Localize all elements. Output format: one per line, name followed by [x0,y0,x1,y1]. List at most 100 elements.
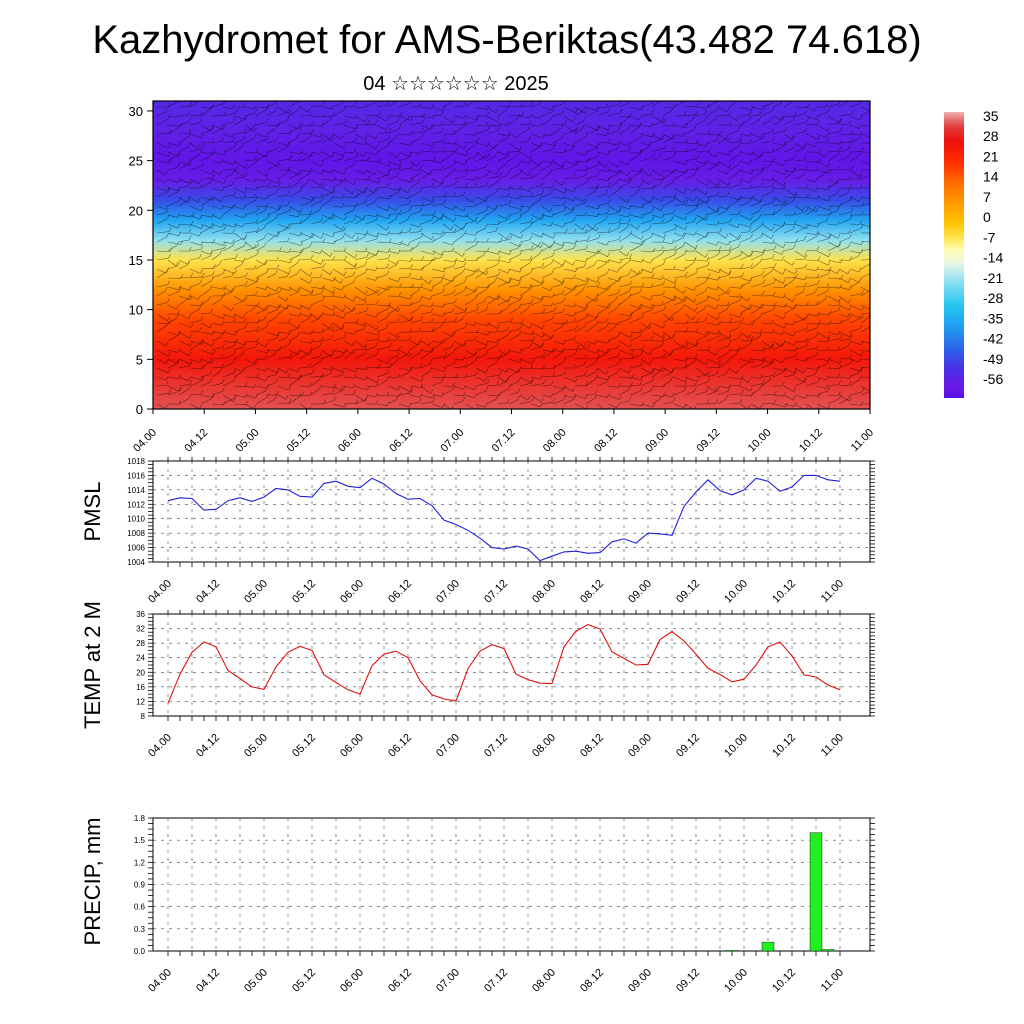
wind-barb [332,237,343,243]
wind-barb [420,160,434,162]
wind-barb-flag [627,114,630,120]
wind-barb [508,164,520,171]
wind-barb-flag [759,198,762,203]
wind-barb [332,109,345,117]
wind-barb-flag [770,176,774,182]
wind-barb-flag [266,393,270,398]
wind-barb-flag [748,178,752,184]
wind-barb [178,286,190,291]
wind-barb-flag [838,146,842,151]
wind-barb-flag [774,399,777,404]
wind-barb-flag [354,253,358,259]
wind-barb [354,142,365,145]
wind-barb-flag [806,184,809,189]
wind-barb [475,151,485,158]
wind-barb-flag [429,359,433,364]
wind-barb-flag [397,335,400,340]
wind-barb [519,340,533,342]
wind-barb-flag [451,332,454,337]
wind-barb-flag [587,157,590,162]
wind-barb [255,367,265,372]
wind-barb [640,187,654,190]
wind-barb [541,273,552,279]
wind-barb [838,101,848,108]
wind-barb [530,340,541,348]
wind-barb [596,290,607,297]
wind-barb-flag [464,160,468,166]
wind-barb-flag [290,258,293,263]
wind-barb-flag [441,392,444,397]
wind-barb [266,127,277,135]
wind-barb-flag [594,260,597,266]
wind-barb-flag [706,295,710,301]
wind-barb [387,339,398,342]
wind-barb [365,293,375,297]
wind-barb-flag [431,182,435,187]
wind-barb-flag [177,310,181,315]
wind-barb-flag [309,279,312,284]
wind-barb-flag [440,277,444,282]
wind-barb [750,283,764,288]
wind-barb [508,392,519,396]
wind-barb [288,378,300,387]
wind-barb [728,367,737,374]
wind-barb-flag [299,186,303,192]
wind-barb [585,111,597,117]
wind-barb-flag [307,178,310,183]
wind-barb-flag [168,389,171,394]
wind-barb [607,373,617,378]
wind-barb-flag [728,386,731,392]
wind-barb [244,294,256,297]
wind-barb-flag [620,245,624,250]
wind-barb [662,268,674,271]
wind-barb-flag [705,277,708,283]
wind-barb-flag [540,101,543,105]
wind-barb-flag [596,349,600,354]
wind-barb [508,133,518,139]
wind-barb [717,178,729,186]
wind-barb [816,173,826,180]
wind-barb [167,214,178,218]
wind-barb [233,119,245,126]
wind-barb [607,104,619,108]
wind-barb-flag [585,277,589,282]
wind-barb [387,232,401,235]
wind-barb [651,344,663,351]
wind-barb-flag [311,369,315,374]
wind-barb [277,331,290,334]
wind-barb-flag [805,325,809,330]
wind-barb [827,154,838,162]
wind-barb [486,374,500,378]
wind-barb-flag [485,305,489,311]
wind-barb [805,223,818,228]
wind-barb [233,237,245,243]
wind-barb [310,169,323,175]
wind-barb-flag [301,248,305,253]
wind-barb [222,340,236,344]
wind-barb-flag [464,122,467,127]
wind-barb [596,219,606,225]
wind-barb [695,216,706,225]
wind-barb [299,366,310,369]
wind-barb [486,384,497,387]
wind-barb-flag [165,286,168,292]
wind-barb [497,238,510,243]
wind-barb [156,111,166,117]
wind-barb-flag [704,287,708,292]
wind-barb [464,273,474,279]
wind-barb [486,147,496,153]
wind-barb-flag [286,304,290,310]
wind-barb [310,178,321,187]
wind-barb-flag [420,383,424,388]
wind-barb-flag [363,296,367,301]
wind-barb-flag [673,168,677,174]
wind-barb [497,109,507,117]
wind-barb-flag [210,308,213,314]
wind-barb [805,367,818,370]
wind-barb-flag [616,369,619,374]
wind-barb-flag [793,244,796,249]
wind-barb-flag [627,141,631,147]
wind-barb [684,361,695,369]
wind-barb [695,113,705,117]
wind-barb-flag [771,148,775,153]
